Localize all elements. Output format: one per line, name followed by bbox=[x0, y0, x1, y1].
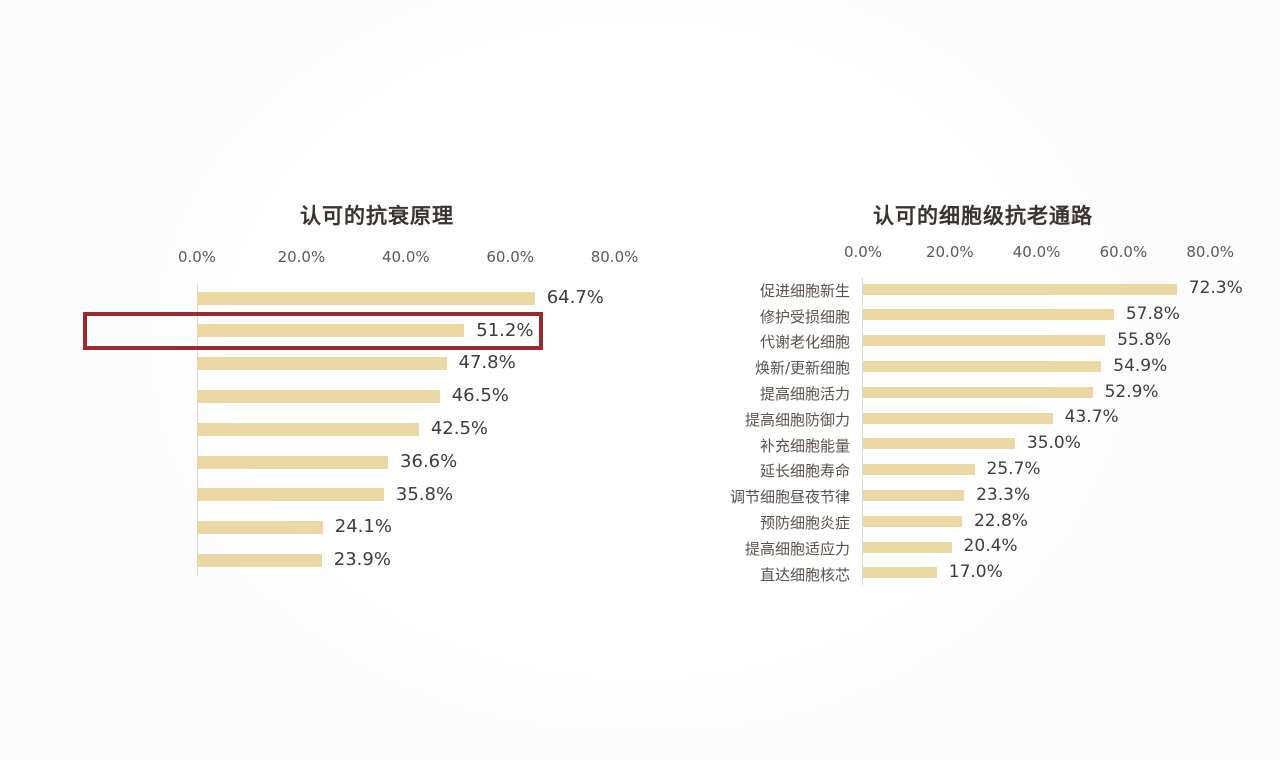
value-label: 17.0% bbox=[948, 562, 1003, 583]
bar bbox=[197, 357, 447, 371]
value-label: 22.8% bbox=[973, 510, 1028, 531]
category-label: 预防细胞炎症 bbox=[759, 513, 850, 532]
x-tick-label: 20.0% bbox=[277, 248, 326, 266]
x-tick-label: 80.0% bbox=[1186, 243, 1235, 261]
category-label: 调节细胞昼夜节律 bbox=[729, 488, 850, 507]
chart-cellular-anti-aging-pathways: 认可的细胞级抗老通路 0.0% 20.0% 40.0% 60.0% 80.0% 促进细胞… bbox=[729, 204, 1243, 585]
x-tick-label: 40.0% bbox=[1012, 243, 1061, 261]
x-tick-label: 80.0% bbox=[590, 248, 639, 266]
bar bbox=[863, 489, 965, 501]
value-label: 51.2% bbox=[476, 319, 534, 341]
bar bbox=[863, 386, 1093, 398]
background bbox=[120, 0, 1160, 760]
bar bbox=[197, 324, 465, 338]
bar bbox=[863, 309, 1114, 321]
value-label: 20.4% bbox=[963, 536, 1018, 557]
category-label: 修护受损细胞 bbox=[759, 307, 850, 326]
bar bbox=[197, 521, 323, 535]
value-label: 72.3% bbox=[1188, 278, 1243, 299]
bar bbox=[863, 464, 975, 476]
x-tick-label: 0.0% bbox=[177, 248, 217, 266]
value-label: 25.7% bbox=[986, 459, 1041, 480]
category-label: 焕新/更新细胞 bbox=[754, 359, 850, 378]
highlight-box bbox=[83, 312, 543, 350]
chart-title: 认可的抗衰原理 bbox=[300, 204, 454, 228]
value-label: 24.1% bbox=[334, 516, 392, 538]
value-label: 36.6% bbox=[400, 450, 458, 472]
y-axis-line bbox=[862, 277, 863, 585]
value-label: 55.8% bbox=[1117, 330, 1172, 351]
category-label: 延长细胞寿命 bbox=[759, 462, 850, 481]
x-tick-label: 20.0% bbox=[925, 243, 974, 261]
value-label: 64.7% bbox=[546, 286, 604, 308]
category-label: 代谢老化细胞 bbox=[759, 333, 850, 352]
x-tick-label: 0.0% bbox=[843, 243, 883, 261]
category-label: 补充细胞能量 bbox=[759, 436, 850, 455]
bar bbox=[863, 438, 1015, 450]
value-label: 46.5% bbox=[451, 385, 509, 407]
value-label: 52.9% bbox=[1104, 381, 1159, 402]
category-label: 提高细胞适应力 bbox=[744, 539, 850, 558]
bar bbox=[863, 412, 1053, 424]
x-tick-label: 40.0% bbox=[381, 248, 430, 266]
bar bbox=[863, 567, 937, 579]
category-label: 直达细胞核芯 bbox=[759, 565, 850, 584]
value-label: 42.5% bbox=[430, 418, 489, 440]
bar bbox=[863, 283, 1177, 295]
bar bbox=[863, 541, 952, 553]
value-label: 23.3% bbox=[976, 484, 1031, 505]
value-label: 54.9% bbox=[1113, 355, 1168, 376]
value-label: 43.7% bbox=[1064, 407, 1119, 428]
value-label: 35.8% bbox=[395, 483, 454, 505]
x-tick-label: 60.0% bbox=[1099, 243, 1148, 261]
x-tick-label: 60.0% bbox=[486, 248, 535, 266]
value-label: 35.0% bbox=[1026, 433, 1081, 454]
bar bbox=[197, 422, 419, 436]
category-label: 促进细胞新生 bbox=[759, 281, 850, 300]
category-label: 提高细胞活力 bbox=[759, 384, 850, 403]
category-label: 提高细胞防御力 bbox=[744, 410, 850, 429]
bar bbox=[197, 389, 440, 403]
value-label: 23.9% bbox=[333, 549, 391, 571]
bar bbox=[197, 488, 384, 502]
chart-anti-aging-principles: 认可的抗衰原理 0.0%20.0%40.0%60.0%80.0% 胶原抗老64.… bbox=[0, 0, 660, 730]
bar bbox=[863, 360, 1102, 372]
value-label: 57.8% bbox=[1125, 304, 1180, 325]
bar bbox=[863, 335, 1106, 347]
chart-title: 认可的细胞级抗老通路 bbox=[873, 204, 1093, 228]
bar bbox=[197, 455, 389, 469]
value-label: 47.8% bbox=[458, 352, 516, 374]
bar bbox=[197, 553, 322, 567]
bar bbox=[197, 291, 535, 305]
bar bbox=[863, 515, 962, 527]
